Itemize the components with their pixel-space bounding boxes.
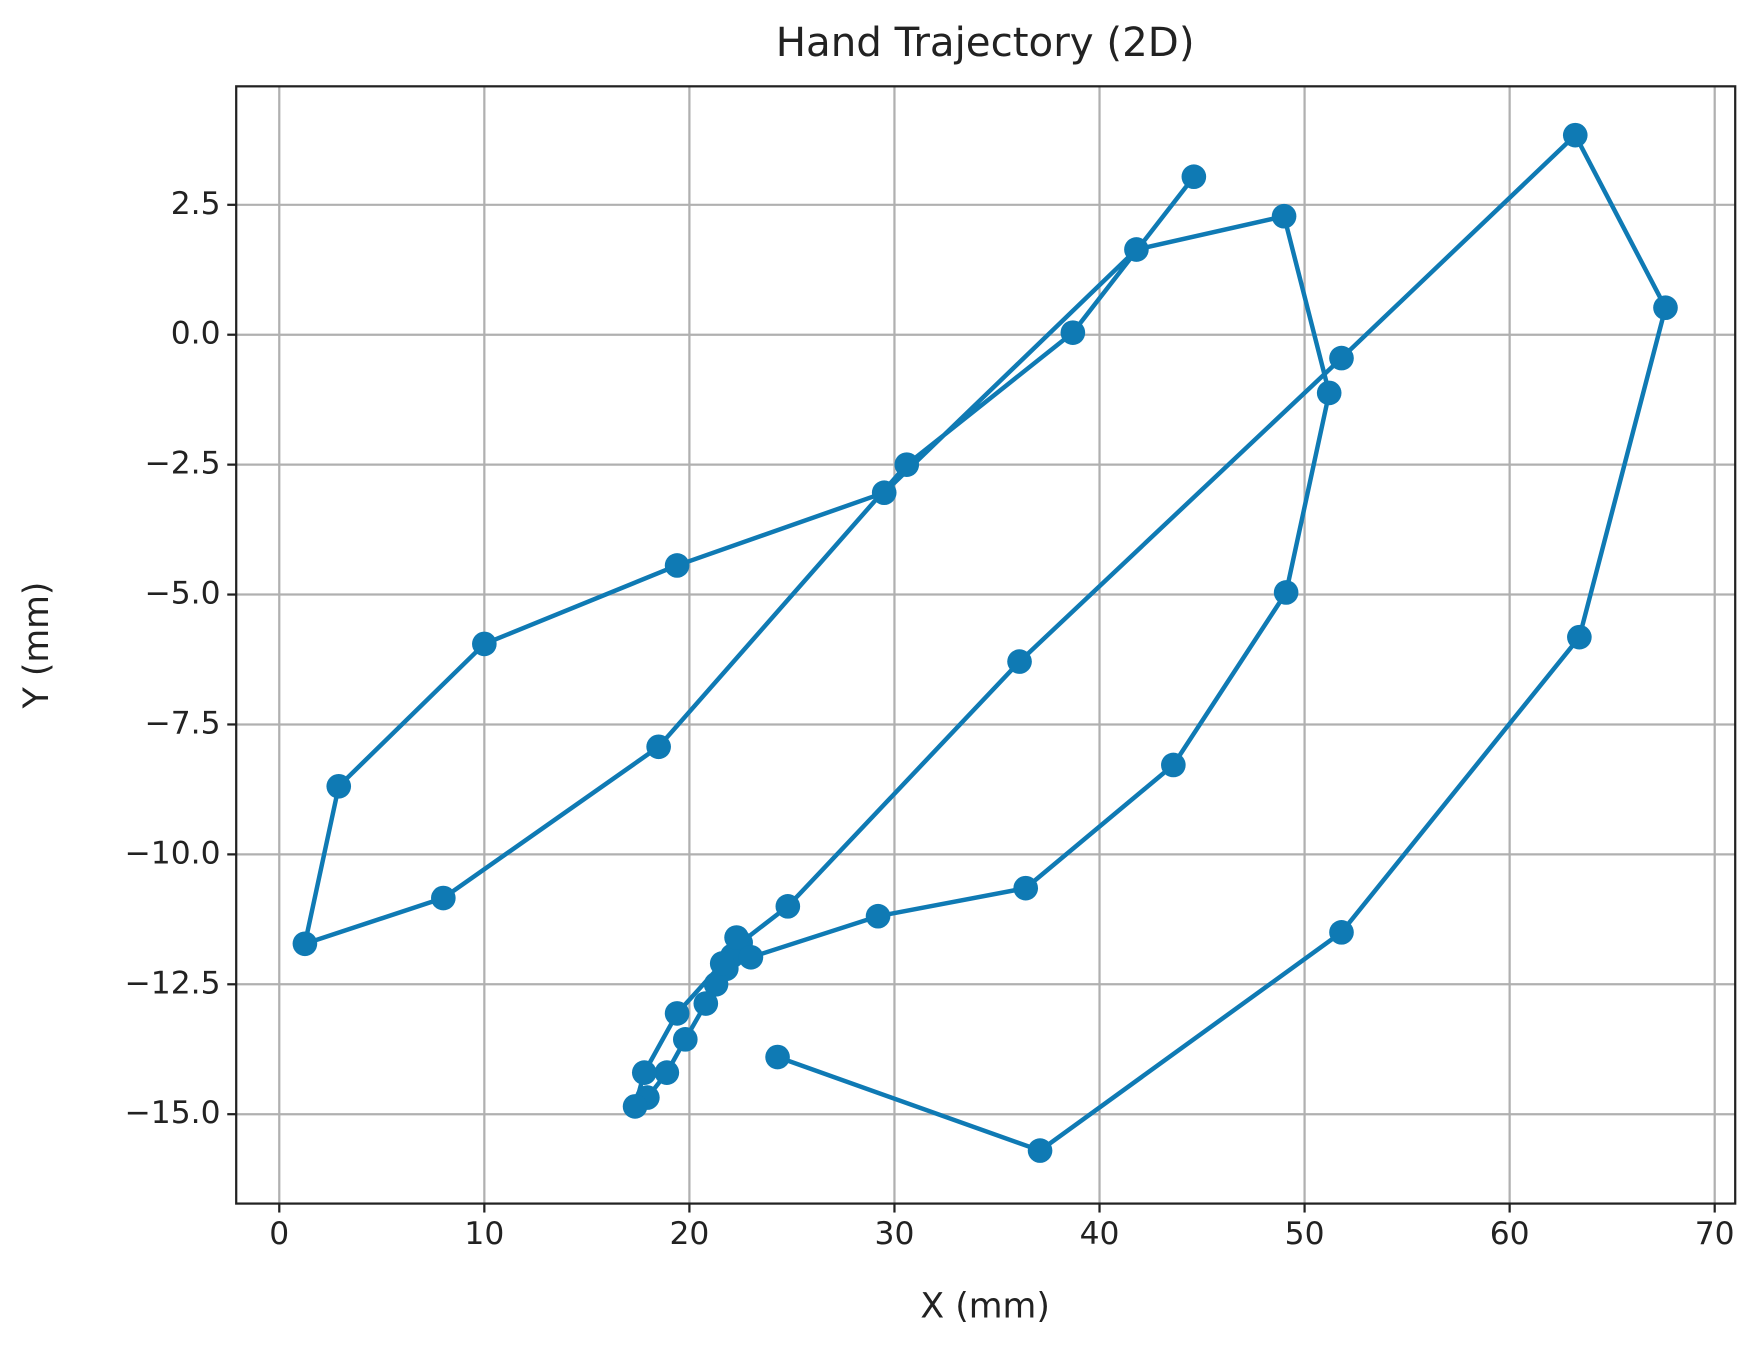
marker (326, 773, 352, 799)
marker (865, 903, 891, 929)
marker (431, 885, 456, 911)
y-tick-label: −15.0 (125, 1095, 221, 1131)
marker (1316, 380, 1342, 406)
x-tick-label: 0 (269, 1216, 289, 1252)
marker (472, 631, 497, 657)
marker (1653, 295, 1678, 321)
y-tick-label: 0.0 (171, 316, 221, 352)
marker (1161, 752, 1186, 778)
marker (1181, 164, 1207, 190)
y-tick-label: −7.5 (144, 705, 220, 741)
marker (1124, 237, 1149, 262)
marker (775, 894, 801, 919)
x-tick-label: 40 (1080, 1216, 1120, 1252)
marker (1013, 875, 1039, 901)
x-tick-label: 70 (1695, 1216, 1735, 1252)
y-tick-label: −12.5 (125, 965, 221, 1001)
marker (709, 951, 735, 976)
marker (1567, 624, 1592, 650)
marker (765, 1044, 790, 1070)
plot-frame (235, 85, 1737, 1205)
y-axis-label: Y (mm) (17, 582, 57, 710)
marker (664, 1001, 690, 1026)
marker (664, 553, 690, 578)
y-tick-label: −2.5 (144, 446, 220, 482)
marker (693, 991, 719, 1016)
x-axis-label: X (mm) (920, 1287, 1049, 1327)
x-tick-label: 50 (1285, 1216, 1325, 1252)
marker (703, 971, 729, 997)
marker (646, 734, 671, 760)
marker (1060, 320, 1086, 345)
x-tick-label: 60 (1490, 1216, 1530, 1252)
series-line (302, 132, 1668, 1153)
marker (1329, 345, 1354, 371)
marker (292, 931, 318, 957)
marker (654, 1060, 680, 1085)
marker (672, 1027, 698, 1052)
marker (622, 1094, 648, 1119)
marker (1273, 580, 1299, 605)
marker (894, 452, 920, 477)
y-tick-label: −10.0 (125, 835, 221, 871)
marker (1271, 203, 1297, 229)
marker (1329, 920, 1354, 945)
x-tick-label: 20 (669, 1216, 709, 1252)
marker (724, 925, 749, 950)
chart-title: Hand Trajectory (2D) (776, 19, 1195, 66)
x-tick-label: 30 (875, 1216, 915, 1252)
marker (738, 944, 764, 970)
y-tick-label: −5.0 (144, 576, 220, 612)
y-tick-label: 2.5 (171, 186, 221, 222)
marker (1027, 1138, 1053, 1163)
marker (871, 480, 897, 506)
marker (1007, 649, 1032, 674)
marker (631, 1060, 657, 1085)
x-tick-label: 10 (464, 1216, 504, 1252)
marker (1562, 122, 1588, 148)
